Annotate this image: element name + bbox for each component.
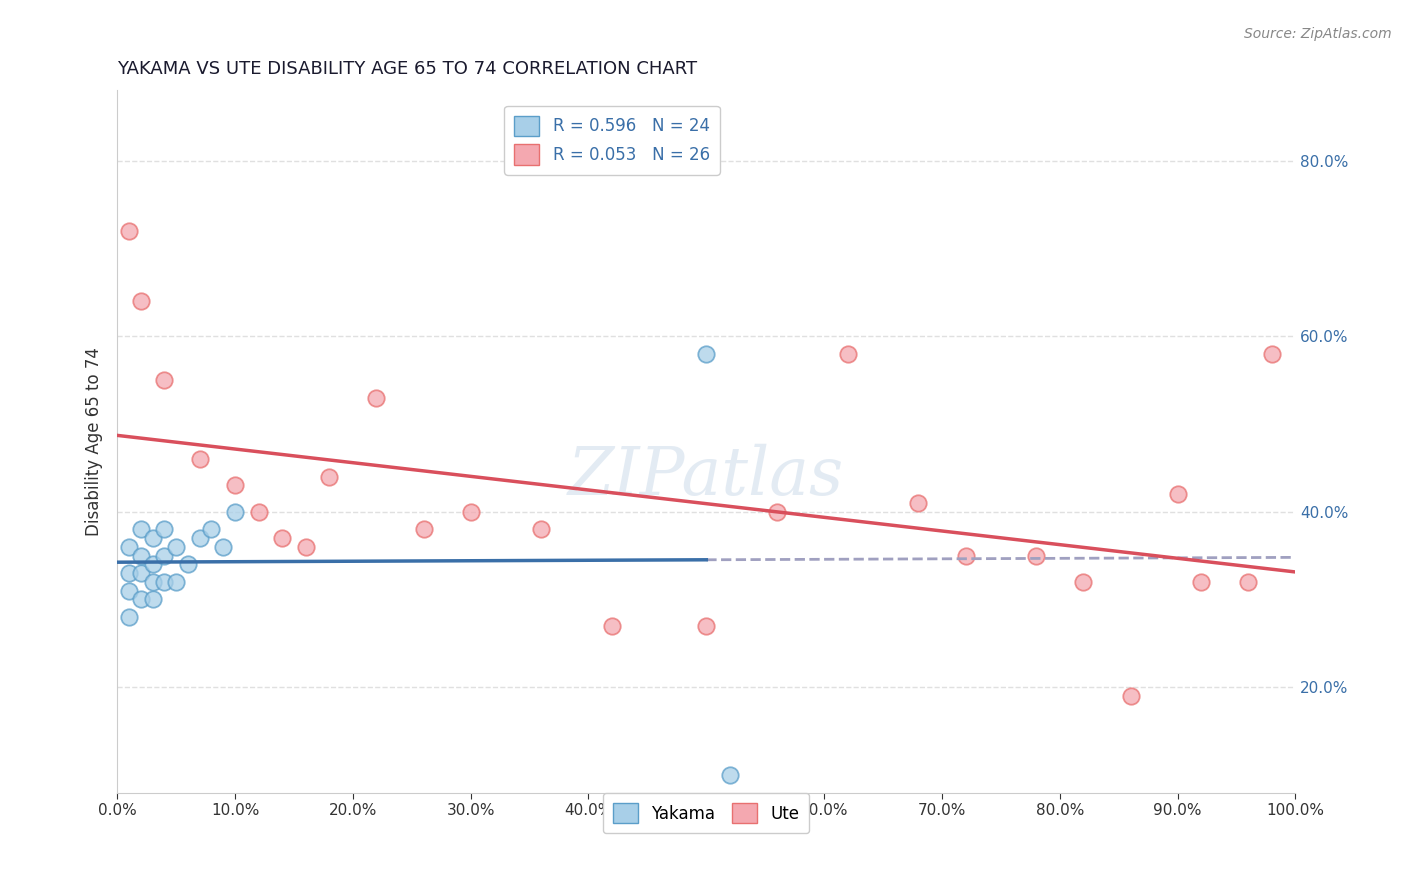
Point <box>224 478 246 492</box>
Point <box>153 549 176 563</box>
Point <box>153 574 176 589</box>
Point <box>129 522 152 536</box>
Point <box>118 566 141 581</box>
Y-axis label: Disability Age 65 to 74: Disability Age 65 to 74 <box>86 347 103 536</box>
Point <box>118 224 141 238</box>
Point <box>1237 574 1260 589</box>
Point <box>129 566 152 581</box>
Point <box>366 391 388 405</box>
Point <box>1189 574 1212 589</box>
Text: YAKAMA VS UTE DISABILITY AGE 65 TO 74 CORRELATION CHART: YAKAMA VS UTE DISABILITY AGE 65 TO 74 CO… <box>117 60 697 78</box>
Point <box>766 505 789 519</box>
Point <box>718 768 741 782</box>
Point <box>153 522 176 536</box>
Point <box>271 531 294 545</box>
Point <box>530 522 553 536</box>
Point <box>118 610 141 624</box>
Text: Source: ZipAtlas.com: Source: ZipAtlas.com <box>1244 27 1392 41</box>
Legend: Yakama, Ute: Yakama, Ute <box>603 793 810 833</box>
Point <box>695 346 717 360</box>
Point <box>118 583 141 598</box>
Point <box>153 373 176 387</box>
Point <box>129 549 152 563</box>
Point <box>141 574 163 589</box>
Text: ZIPatlas: ZIPatlas <box>568 444 845 509</box>
Point <box>118 540 141 554</box>
Point <box>600 619 623 633</box>
Point <box>141 531 163 545</box>
Point <box>955 549 977 563</box>
Point <box>129 293 152 308</box>
Point <box>129 592 152 607</box>
Point <box>212 540 235 554</box>
Point <box>460 505 482 519</box>
Point <box>1073 574 1095 589</box>
Point <box>294 540 316 554</box>
Point <box>1119 689 1142 703</box>
Point <box>141 592 163 607</box>
Point <box>224 505 246 519</box>
Point <box>318 469 340 483</box>
Point <box>837 346 859 360</box>
Point <box>177 558 200 572</box>
Point <box>412 522 434 536</box>
Point <box>1167 487 1189 501</box>
Point <box>188 452 211 467</box>
Point <box>141 558 163 572</box>
Point <box>165 540 187 554</box>
Point <box>247 505 270 519</box>
Point <box>1025 549 1047 563</box>
Point <box>165 574 187 589</box>
Point <box>1261 346 1284 360</box>
Point <box>907 496 929 510</box>
Point <box>200 522 222 536</box>
Point <box>188 531 211 545</box>
Point <box>695 619 717 633</box>
